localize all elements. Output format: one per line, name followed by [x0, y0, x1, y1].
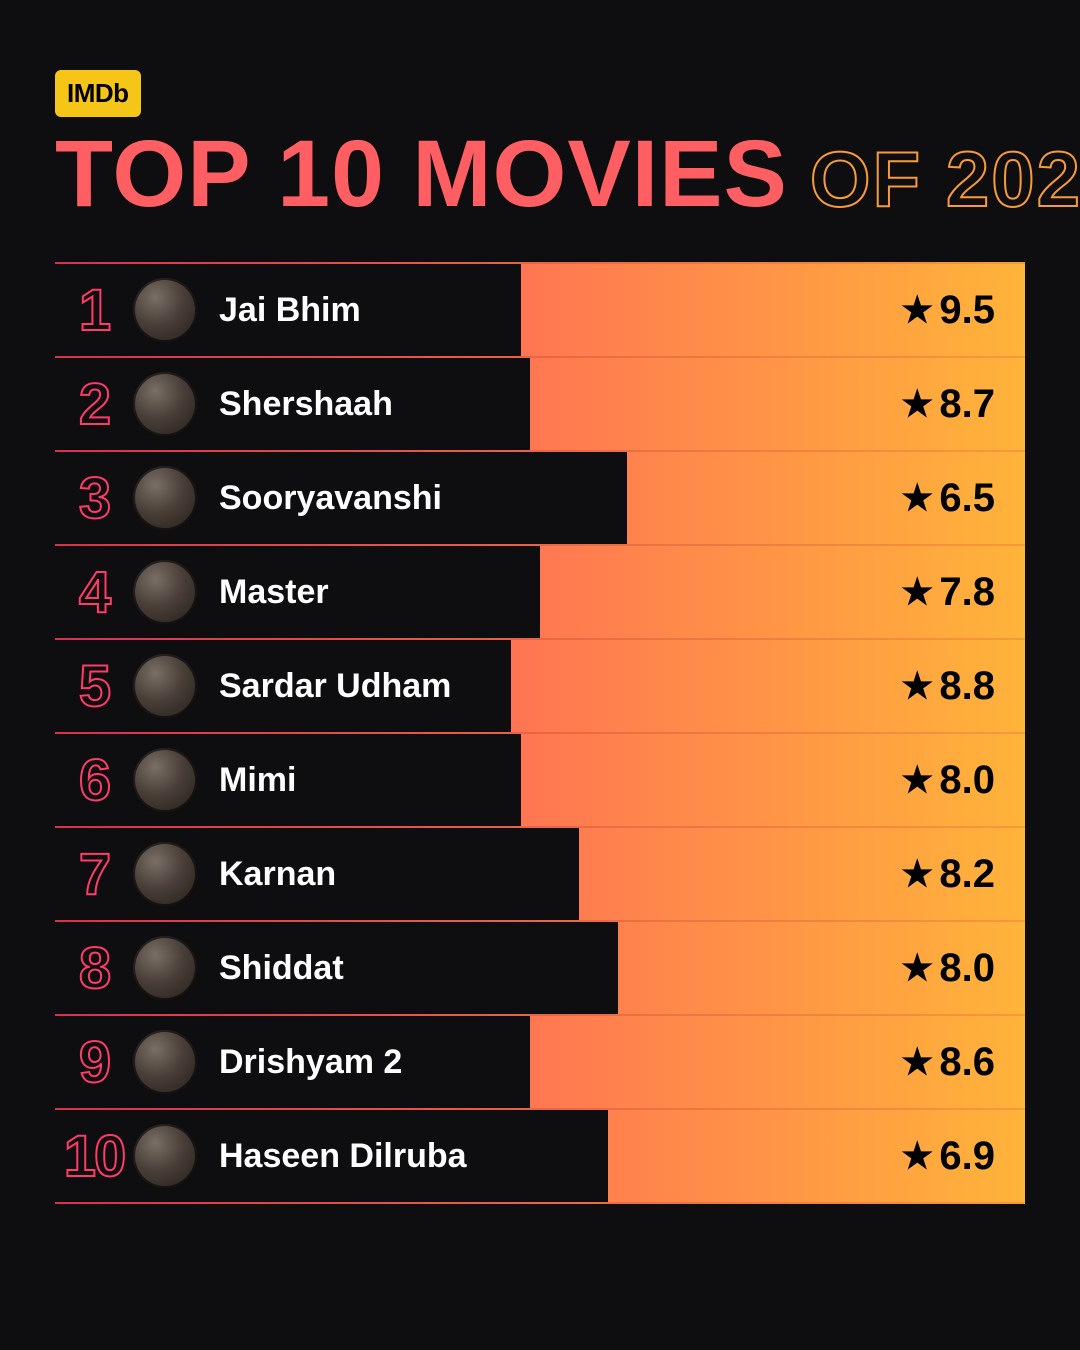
rating: ★8.0 [901, 758, 995, 803]
rank-number: 10 [55, 1123, 133, 1190]
rating: ★6.9 [901, 1134, 995, 1179]
header: IMDb TOP 10 MOVIES OF 2021 [55, 70, 1025, 222]
movie-avatar [133, 278, 197, 342]
movie-row: 5 Sardar Udham★8.8 [55, 638, 1025, 732]
rating: ★8.2 [901, 852, 995, 897]
rank-number: 9 [55, 1029, 133, 1096]
movie-row: 7 Karnan★8.2 [55, 826, 1025, 920]
rating: ★8.7 [901, 382, 995, 427]
movie-row: 9 Drishyam 2★8.6 [55, 1014, 1025, 1108]
movie-title: Sooryavanshi [219, 479, 901, 518]
title-main: TOP 10 MOVIES [55, 127, 788, 222]
movie-title: Karnan [219, 855, 901, 894]
movie-row: 4 Master★7.8 [55, 544, 1025, 638]
row-bar: 3 Sooryavanshi★6.5 [55, 452, 1025, 544]
title-sub: OF 2021 [810, 140, 1080, 218]
movie-title: Haseen Dilruba [219, 1137, 901, 1176]
row-content: 8 Shiddat★8.0 [55, 922, 1025, 1014]
rank-number: 7 [55, 841, 133, 908]
rank-number: 2 [55, 371, 133, 438]
row-bar: 10 Haseen Dilruba★6.9 [55, 1110, 1025, 1202]
rank-number: 6 [55, 747, 133, 814]
star-icon: ★ [901, 1044, 933, 1080]
row-bar: 9 Drishyam 2★8.6 [55, 1016, 1025, 1108]
movie-avatar [133, 466, 197, 530]
movie-title: Drishyam 2 [219, 1043, 901, 1082]
movie-title: Shershaah [219, 385, 901, 424]
rating: ★6.5 [901, 476, 995, 521]
movie-row: 6 Mimi★8.0 [55, 732, 1025, 826]
rank-number: 1 [55, 277, 133, 344]
rating-value: 8.0 [939, 758, 995, 803]
rank-number: 3 [55, 465, 133, 532]
movie-row: 3 Sooryavanshi★6.5 [55, 450, 1025, 544]
rating-value: 6.9 [939, 1134, 995, 1179]
rating-value: 7.8 [939, 570, 995, 615]
row-bar: 8 Shiddat★8.0 [55, 922, 1025, 1014]
movie-avatar [133, 1124, 197, 1188]
row-content: 5 Sardar Udham★8.8 [55, 640, 1025, 732]
movie-row: 10 Haseen Dilruba★6.9 [55, 1108, 1025, 1202]
movie-row: 1 Jai Bhim★9.5 [55, 262, 1025, 356]
movie-avatar [133, 560, 197, 624]
star-icon: ★ [901, 574, 933, 610]
rating-value: 8.8 [939, 664, 995, 709]
row-bar: 4 Master★7.8 [55, 546, 1025, 638]
star-icon: ★ [901, 386, 933, 422]
rank-number: 8 [55, 935, 133, 1002]
star-icon: ★ [901, 950, 933, 986]
row-content: 6 Mimi★8.0 [55, 734, 1025, 826]
imdb-logo: IMDb [55, 70, 141, 117]
row-content: 3 Sooryavanshi★6.5 [55, 452, 1025, 544]
star-icon: ★ [901, 1138, 933, 1174]
rank-number: 5 [55, 653, 133, 720]
star-icon: ★ [901, 480, 933, 516]
row-content: 2 Shershaah★8.7 [55, 358, 1025, 450]
row-bar: 1 Jai Bhim★9.5 [55, 264, 1025, 356]
movie-avatar [133, 1030, 197, 1094]
row-content: 1 Jai Bhim★9.5 [55, 264, 1025, 356]
row-content: 7 Karnan★8.2 [55, 828, 1025, 920]
row-bar: 7 Karnan★8.2 [55, 828, 1025, 920]
rating: ★8.8 [901, 664, 995, 709]
rating: ★8.6 [901, 1040, 995, 1085]
movie-row: 8 Shiddat★8.0 [55, 920, 1025, 1014]
star-icon: ★ [901, 668, 933, 704]
movie-avatar [133, 654, 197, 718]
rating-value: 8.7 [939, 382, 995, 427]
rating: ★8.0 [901, 946, 995, 991]
movie-title: Sardar Udham [219, 667, 901, 706]
row-content: 9 Drishyam 2★8.6 [55, 1016, 1025, 1108]
movie-avatar [133, 372, 197, 436]
rating-value: 9.5 [939, 288, 995, 333]
rank-number: 4 [55, 559, 133, 626]
row-content: 4 Master★7.8 [55, 546, 1025, 638]
movie-title: Mimi [219, 761, 901, 800]
movie-row: 2 Shershaah★8.7 [55, 356, 1025, 450]
movie-avatar [133, 936, 197, 1000]
movie-avatar [133, 842, 197, 906]
row-bar: 6 Mimi★8.0 [55, 734, 1025, 826]
star-icon: ★ [901, 856, 933, 892]
star-icon: ★ [901, 292, 933, 328]
rating-value: 8.0 [939, 946, 995, 991]
movie-title: Jai Bhim [219, 291, 901, 330]
star-icon: ★ [901, 762, 933, 798]
row-content: 10 Haseen Dilruba★6.9 [55, 1110, 1025, 1202]
row-separator [55, 1202, 1025, 1204]
row-bar: 2 Shershaah★8.7 [55, 358, 1025, 450]
rating: ★9.5 [901, 288, 995, 333]
row-bar: 5 Sardar Udham★8.8 [55, 640, 1025, 732]
title-row: TOP 10 MOVIES OF 2021 [55, 127, 1025, 222]
movie-avatar [133, 748, 197, 812]
rating-value: 8.6 [939, 1040, 995, 1085]
movie-title: Shiddat [219, 949, 901, 988]
movie-list: 1Jai Bhim★9.52Shershaah★8.73Sooryavanshi… [55, 262, 1025, 1204]
rating-value: 8.2 [939, 852, 995, 897]
rating: ★7.8 [901, 570, 995, 615]
movie-title: Master [219, 573, 901, 612]
rating-value: 6.5 [939, 476, 995, 521]
